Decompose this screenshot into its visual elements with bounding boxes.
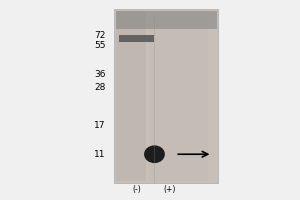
Text: 36: 36 (94, 70, 105, 79)
Bar (116, 11, 217, 29)
Bar (114, 9, 218, 183)
Text: 17: 17 (94, 121, 105, 130)
Text: (+): (+) (163, 185, 176, 194)
Text: 11: 11 (94, 150, 105, 159)
Ellipse shape (144, 145, 165, 163)
Bar (148, 11, 208, 181)
Text: 28: 28 (94, 83, 105, 92)
Bar (116, 11, 146, 181)
Bar (119, 35, 154, 42)
Text: 55: 55 (94, 41, 105, 50)
Text: 72: 72 (94, 31, 105, 40)
Text: (-): (-) (132, 185, 141, 194)
